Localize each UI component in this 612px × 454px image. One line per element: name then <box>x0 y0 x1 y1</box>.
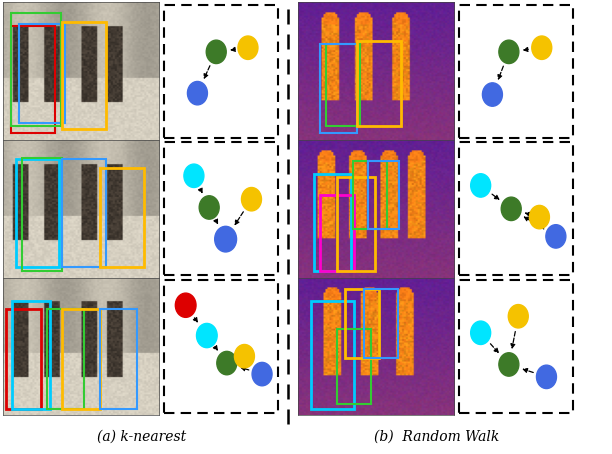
Bar <box>320 44 357 133</box>
Bar <box>62 309 100 409</box>
Bar <box>320 195 354 271</box>
Circle shape <box>176 293 196 317</box>
Circle shape <box>546 225 566 248</box>
Bar <box>357 41 401 126</box>
Bar <box>6 309 40 409</box>
Bar <box>368 161 400 230</box>
Circle shape <box>537 365 556 389</box>
Bar <box>337 329 371 405</box>
Bar <box>15 159 59 266</box>
Circle shape <box>529 205 550 229</box>
Text: (b)  Random Walk: (b) Random Walk <box>374 430 499 444</box>
Bar <box>47 309 84 409</box>
Circle shape <box>471 321 491 345</box>
Bar <box>11 13 61 126</box>
Bar <box>12 301 50 409</box>
Bar <box>19 25 65 123</box>
Circle shape <box>499 40 519 64</box>
Bar <box>11 26 54 133</box>
Bar <box>310 301 354 409</box>
Bar <box>353 161 387 230</box>
Bar <box>313 174 351 271</box>
Circle shape <box>242 188 261 211</box>
Circle shape <box>196 323 217 348</box>
Circle shape <box>501 197 521 221</box>
Bar <box>100 168 143 266</box>
Circle shape <box>509 305 528 328</box>
Bar <box>337 177 375 271</box>
Circle shape <box>187 81 207 105</box>
Bar <box>62 21 106 129</box>
Circle shape <box>252 362 272 386</box>
Bar <box>62 159 106 266</box>
Circle shape <box>234 345 255 368</box>
Bar <box>326 44 360 126</box>
Circle shape <box>471 174 491 197</box>
Circle shape <box>206 40 226 64</box>
Circle shape <box>499 353 519 376</box>
Bar <box>364 289 398 358</box>
Circle shape <box>238 36 258 59</box>
Circle shape <box>215 227 237 252</box>
Text: (a) k-nearest: (a) k-nearest <box>97 430 186 444</box>
Circle shape <box>217 351 237 375</box>
Circle shape <box>482 83 502 106</box>
Circle shape <box>184 164 204 188</box>
Bar <box>345 289 379 358</box>
Circle shape <box>199 196 219 219</box>
Circle shape <box>532 36 552 59</box>
Bar <box>22 158 62 271</box>
Bar <box>100 309 137 409</box>
